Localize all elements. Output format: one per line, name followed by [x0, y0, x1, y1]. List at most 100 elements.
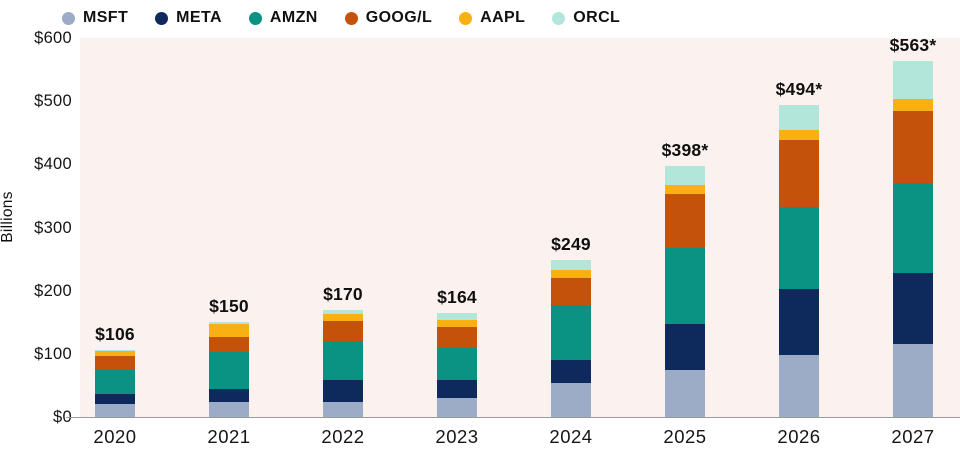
bar-segment-2025-amzn: [665, 248, 705, 325]
bar-segment-2022-googl: [323, 321, 363, 342]
bar-segment-2027-orcl: [893, 61, 933, 100]
bar-segment-2023-orcl: [437, 313, 477, 320]
x-axis-line: [66, 417, 960, 418]
bar-segment-2026-amzn: [779, 207, 819, 290]
bar-segment-2020-orcl: [95, 350, 135, 352]
legend-item-msft: MSFT: [62, 9, 128, 27]
bar-segment-2026-meta: [779, 289, 819, 356]
bar-segment-2023-amzn: [437, 347, 477, 380]
y-tick-label: $300: [34, 218, 72, 237]
bar-segment-2023-googl: [437, 326, 477, 348]
bar-segment-2026-msft: [779, 355, 819, 417]
bar-2026: [779, 105, 819, 417]
legend-label: AMZN: [269, 9, 318, 26]
bar-segment-2027-msft: [893, 343, 933, 417]
x-tick-label-2022: 2022: [321, 426, 365, 447]
bar-segment-2023-msft: [437, 398, 477, 417]
bar-segment-2021-meta: [209, 389, 249, 402]
bar-segment-2022-msft: [323, 402, 363, 417]
bar-segment-2022-meta: [323, 380, 363, 403]
bar-segment-2027-aapl: [893, 99, 933, 111]
y-tick-label: $500: [34, 92, 72, 111]
plot-area: [80, 38, 960, 418]
y-tick-label: $400: [34, 155, 72, 174]
x-tick-label-2025: 2025: [663, 426, 707, 447]
bar-segment-2022-amzn: [323, 341, 363, 381]
bar-2021: [209, 322, 249, 417]
bar-segment-2020-msft: [95, 404, 135, 417]
x-tick-label-2023: 2023: [435, 426, 479, 447]
y-tick-label: $100: [34, 344, 72, 363]
bar-segment-2024-meta: [551, 359, 591, 383]
bar-total-label-2023: $164: [437, 287, 477, 308]
legend-dot-icon: [552, 11, 566, 25]
bar-segment-2026-orcl: [779, 105, 819, 130]
bar-total-label-2027: $563*: [889, 35, 937, 56]
bar-segment-2021-aapl: [209, 324, 249, 337]
chart-legend: MSFT META AMZN GOOG/L AAPL ORCL: [62, 6, 620, 30]
legend-label: META: [176, 9, 222, 26]
x-tick-label-2024: 2024: [549, 426, 593, 447]
bar-total-label-2025: $398*: [661, 139, 709, 160]
bar-segment-2021-amzn: [209, 351, 249, 390]
bar-segment-2022-orcl: [323, 309, 363, 315]
legend-item-meta: META: [155, 9, 222, 27]
bar-segment-2025-meta: [665, 324, 705, 370]
legend-label: GOOG/L: [365, 9, 433, 26]
bar-2025: [665, 165, 705, 417]
x-tick-label-2027: 2027: [891, 426, 935, 447]
bar-segment-2024-aapl: [551, 269, 591, 279]
legend-dot-icon: [248, 11, 262, 25]
bar-2027: [893, 61, 933, 417]
bar-segment-2027-meta: [893, 272, 933, 344]
bar-2023: [437, 313, 477, 417]
legend-label: ORCL: [573, 9, 621, 26]
bar-segment-2027-googl: [893, 110, 933, 183]
bar-segment-2024-amzn: [551, 304, 591, 360]
bar-segment-2026-aapl: [779, 129, 819, 141]
x-tick-label-2020: 2020: [93, 426, 137, 447]
bar-segment-2020-aapl: [95, 351, 135, 356]
bar-segment-2020-googl: [95, 355, 135, 370]
legend-dot-icon: [459, 11, 473, 25]
bar-total-label-2024: $249: [551, 233, 591, 254]
bar-segment-2025-aapl: [665, 185, 705, 195]
legend-dot-icon: [62, 11, 75, 25]
bar-segment-2020-amzn: [95, 369, 135, 395]
bar-segment-2022-aapl: [323, 314, 363, 322]
bar-segment-2024-msft: [551, 382, 591, 417]
legend-item-orcl: ORCL: [552, 9, 620, 27]
legend-dot-icon: [344, 11, 358, 25]
bar-total-label-2021: $150: [209, 296, 249, 317]
bar-segment-2026-googl: [779, 140, 819, 208]
legend-item-googl: GOOG/L: [344, 9, 433, 27]
y-tick-label: $600: [34, 29, 72, 47]
bar-segment-2023-meta: [437, 379, 477, 399]
y-axis-title: Billions: [0, 191, 16, 243]
legend-item-amzn: AMZN: [248, 9, 318, 27]
bar-segment-2021-orcl: [209, 322, 249, 325]
x-tick-label-2021: 2021: [207, 426, 251, 447]
bar-2024: [551, 259, 591, 417]
bar-segment-2025-msft: [665, 369, 705, 417]
y-tick-label: $200: [34, 281, 72, 300]
y-tick-label: $0: [53, 408, 72, 427]
bar-segment-2023-aapl: [437, 319, 477, 327]
legend-dot-icon: [155, 11, 169, 25]
bar-total-label-2022: $170: [323, 283, 363, 304]
bar-2020: [95, 350, 135, 417]
bar-segment-2025-googl: [665, 194, 705, 249]
bar-segment-2024-orcl: [551, 259, 591, 270]
bar-total-label-2020: $106: [95, 324, 135, 345]
legend-label: MSFT: [83, 9, 129, 26]
bar-total-label-2026: $494*: [775, 78, 823, 99]
x-tick-label-2026: 2026: [777, 426, 821, 447]
bar-2022: [323, 309, 363, 417]
legend-item-aapl: AAPL: [459, 9, 525, 27]
bar-segment-2024-googl: [551, 278, 591, 305]
bar-segment-2027-amzn: [893, 182, 933, 273]
bar-segment-2025-orcl: [665, 165, 705, 186]
bar-segment-2021-msft: [209, 401, 249, 417]
legend-label: AAPL: [480, 9, 526, 26]
